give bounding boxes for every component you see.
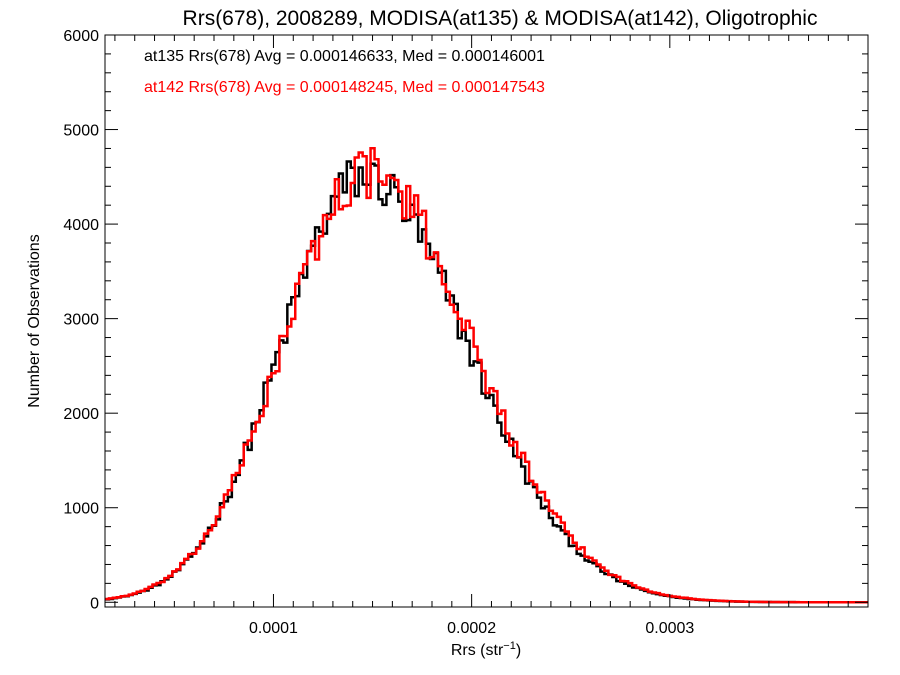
x-axis-label-superscript: −1 [503, 640, 516, 652]
x-tick-label: 0.0002 [447, 620, 496, 637]
stats-annotation-at142: at142 Rrs(678) Avg = 0.000148245, Med = … [144, 79, 545, 96]
y-tick-label: 3000 [63, 312, 99, 329]
y-tick-label: 6000 [63, 28, 99, 45]
x-axis-label-main: Rrs (str [451, 642, 504, 659]
y-axis-label: Number of Observations [26, 234, 43, 407]
x-axis-label-close: ) [516, 642, 521, 659]
y-tick-label: 0 [90, 595, 99, 612]
y-tick-label: 2000 [63, 406, 99, 423]
chart-title: Rrs(678), 2008289, MODISA(at135) & MODIS… [183, 7, 818, 30]
stats-annotation-at135: at135 Rrs(678) Avg = 0.000146633, Med = … [144, 48, 545, 65]
series-layer [105, 146, 868, 604]
y-tick-label: 5000 [63, 123, 99, 140]
y-tick-label: 4000 [63, 217, 99, 234]
x-tick-label: 0.0001 [249, 620, 298, 637]
histogram-series-1 [105, 146, 868, 604]
plot-frame [104, 34, 869, 608]
ticks-layer: 0 1000 2000 3000 4000 5000 6000 0.0001 0.0002 0.0… [63, 28, 868, 637]
x-axis-label: Rrs (str−1) [451, 640, 521, 659]
y-tick-label: 1000 [63, 501, 99, 518]
x-tick-label: 0.0003 [645, 620, 694, 637]
